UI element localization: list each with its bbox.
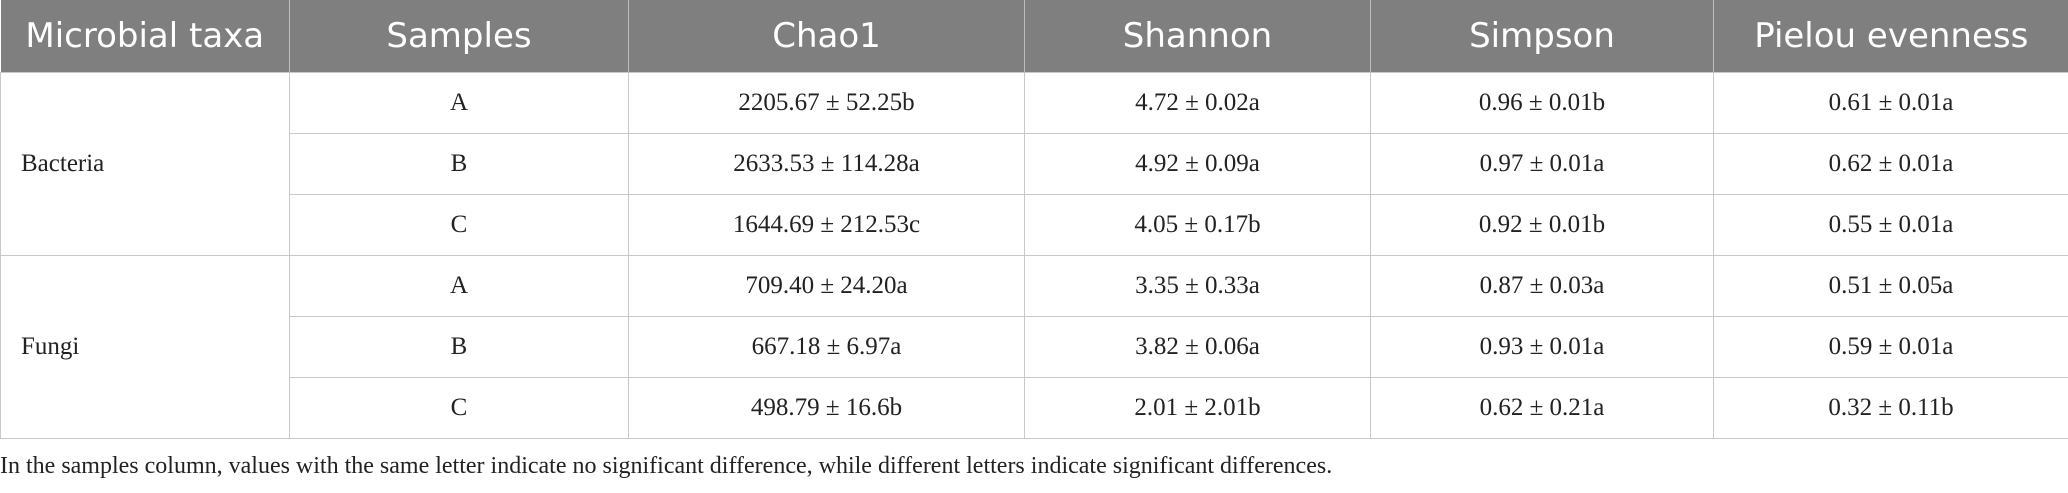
table-cell: 2633.53 ± 114.28a <box>628 133 1025 195</box>
header-cell: Microbial taxa <box>0 0 290 73</box>
table-cell: 0.96 ± 0.01b <box>1370 72 1714 134</box>
taxon-cell: Fungi <box>0 255 290 439</box>
table-cell: A <box>289 255 629 317</box>
table-cell: 0.97 ± 0.01a <box>1370 133 1714 195</box>
table-row: Fungi A 709.40 ± 24.20a 3.35 ± 0.33a 0.87 ± … <box>0 255 2068 439</box>
table-cell: 2.01 ± 2.01b <box>1024 377 1371 439</box>
header-cell: Chao1 <box>628 0 1025 73</box>
table-cell: 0.62 ± 0.21a <box>1370 377 1714 439</box>
footnote: In the samples column, values with the s… <box>0 453 1333 479</box>
table-row: C 498.79 ± 16.6b 2.01 ± 2.01b 0.62 ± 0.21a 0… <box>1 377 2068 439</box>
header-cell: Simpson <box>1370 0 1714 73</box>
table-cell: 709.40 ± 24.20a <box>628 255 1025 317</box>
table-cell: 3.82 ± 0.06a <box>1024 316 1371 378</box>
table-cell: 0.87 ± 0.03a <box>1370 255 1714 317</box>
table-body: Bacteria A 2205.67 ± 52.25b 4.72 ± 0.02a 0.9… <box>0 72 2068 439</box>
table-row: Bacteria A 2205.67 ± 52.25b 4.72 ± 0.02a 0.9… <box>0 72 2068 256</box>
table-cell: A <box>289 72 629 134</box>
header-cell: Shannon <box>1024 0 1371 73</box>
table-cell: 0.55 ± 0.01a <box>1713 194 2068 256</box>
table-cell: 0.62 ± 0.01a <box>1713 133 2068 195</box>
table-cell: 3.35 ± 0.33a <box>1024 255 1371 317</box>
table-cell: 4.72 ± 0.02a <box>1024 72 1371 134</box>
table-cell: 0.32 ± 0.11b <box>1713 377 2068 439</box>
table-cell: 498.79 ± 16.6b <box>628 377 1025 439</box>
header-row: Microbial taxa Samples Chao1 Shannon Simpson… <box>0 0 2068 73</box>
data-table: Microbial taxa Samples Chao1 Shannon Simpson… <box>0 0 2068 439</box>
taxon-cell: Bacteria <box>0 72 290 256</box>
table-cell: 0.93 ± 0.01a <box>1370 316 1714 378</box>
header-cell: Samples <box>289 0 629 73</box>
table-cell: B <box>289 133 629 195</box>
header-cell: Pielou evenness <box>1713 0 2068 73</box>
table-row: B 2633.53 ± 114.28a 4.92 ± 0.09a 0.97 ± 0.0… <box>1 133 2068 195</box>
table-cell: 2205.67 ± 52.25b <box>628 72 1025 134</box>
table-cell: B <box>289 316 629 378</box>
table-row: C 1644.69 ± 212.53c 4.05 ± 0.17b 0.92 ± 0.0… <box>1 194 2068 256</box>
table-cell: 667.18 ± 6.97a <box>628 316 1025 378</box>
table-cell: 4.92 ± 0.09a <box>1024 133 1371 195</box>
table-row: B 667.18 ± 6.97a 3.82 ± 0.06a 0.93 ± 0.01a 0… <box>1 316 2068 378</box>
table-cell: 4.05 ± 0.17b <box>1024 194 1371 256</box>
table-cell: 1644.69 ± 212.53c <box>628 194 1025 256</box>
table-cell: 0.92 ± 0.01b <box>1370 194 1714 256</box>
table-cell: 0.51 ± 0.05a <box>1713 255 2068 317</box>
table-cell: 0.61 ± 0.01a <box>1713 72 2068 134</box>
table-cell: 0.59 ± 0.01a <box>1713 316 2068 378</box>
table-cell: C <box>289 194 629 256</box>
table-cell: C <box>289 377 629 439</box>
